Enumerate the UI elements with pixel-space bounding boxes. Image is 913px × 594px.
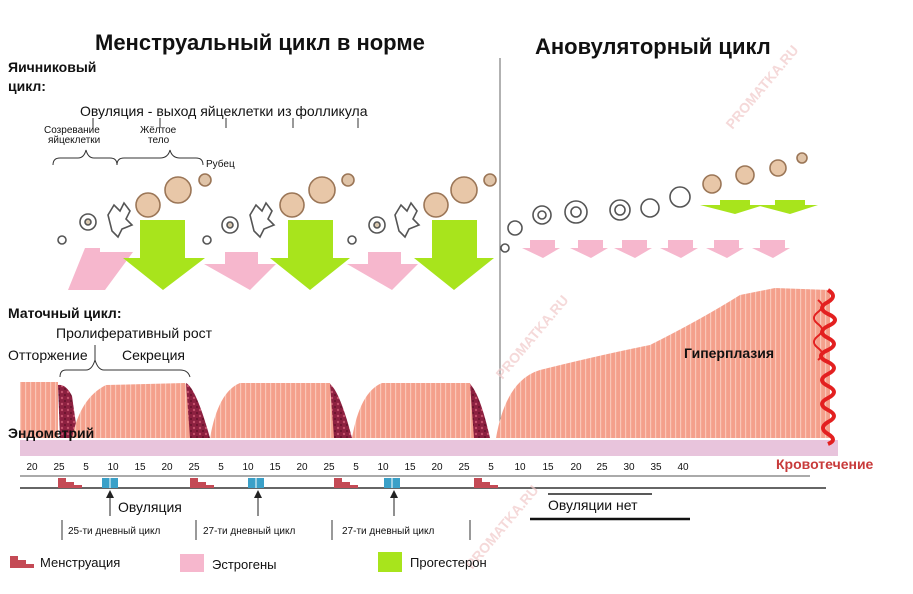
proliferative-label: Пролиферативный рост (56, 325, 213, 341)
title-normal-cycle: Менструальный цикл в норме (95, 30, 425, 55)
bleeding-squiggle (819, 288, 837, 446)
anovulatory-follicles (500, 152, 808, 253)
endometrium-normal (20, 382, 490, 438)
timeline-tick: 15 (542, 462, 554, 473)
timeline-tick: 15 (269, 462, 281, 473)
timeline-tick: 40 (677, 462, 689, 473)
timeline-tick: 25 (53, 462, 65, 473)
maturation-label-line1: Созревание (44, 125, 100, 136)
legend-menstruation-label: Менструация (40, 555, 121, 570)
timeline-tick: 5 (353, 462, 359, 473)
timeline-tick: 25 (188, 462, 200, 473)
bleeding-label: Кровотечение (776, 456, 874, 472)
timeline-tick: 35 (650, 462, 662, 473)
maturation-bracket (52, 149, 118, 166)
legend-estrogen-label: Эстрогены (212, 557, 277, 572)
menstruation-markers (58, 478, 498, 488)
timeline-tick: 25 (596, 462, 608, 473)
timeline-tick: 30 (623, 462, 635, 473)
secretion-label: Секреция (122, 347, 186, 363)
ovulation-markers (102, 478, 400, 516)
cycle-length-label: 25-ти дневный цикл (68, 526, 161, 537)
timeline-tick: 15 (404, 462, 416, 473)
timeline-tick: 5 (218, 462, 224, 473)
cycle-brackets (61, 520, 471, 540)
timeline-tick: 20 (296, 462, 308, 473)
timeline-tick: 25 (458, 462, 470, 473)
timeline-tick: 25 (323, 462, 335, 473)
hormone-arrows (68, 200, 818, 290)
timeline-tick: 10 (514, 462, 526, 473)
cycle-length-label: 27-ти дневный цикл (203, 526, 296, 537)
maturation-label-line2: яйцеклетки (48, 135, 101, 146)
legend-estrogen-swatch (180, 554, 204, 572)
timeline-tick: 10 (107, 462, 119, 473)
rejection-label: Отторжение (8, 347, 88, 363)
ovarian-follicles (57, 173, 497, 245)
ovarian-label-line1: Яичниковый (8, 59, 97, 75)
legend-menstruation-swatch (10, 556, 34, 568)
timeline-tick: 10 (377, 462, 389, 473)
timeline-tick: 15 (134, 462, 146, 473)
corpus-luteum-line2: тело (148, 135, 170, 146)
endometrium-hyperplasia (496, 288, 830, 438)
no-ovulation-label: Овуляции нет (548, 497, 638, 513)
timeline-tick: 20 (431, 462, 443, 473)
timeline-tick: 20 (570, 462, 582, 473)
ovarian-label-line2: цикл: (8, 78, 46, 94)
cycle-length-label: 27-ти дневный цикл (342, 526, 435, 537)
timeline-tick: 20 (161, 462, 173, 473)
timeline-tick: 5 (488, 462, 494, 473)
corpus-bracket (116, 149, 204, 166)
legend-progesterone-swatch (378, 552, 402, 572)
timeline-tick: 20 (26, 462, 38, 473)
timeline-tick: 5 (83, 462, 89, 473)
endometrium-label: Эндометрий (8, 425, 95, 441)
ovulation-ticks (92, 118, 359, 128)
scar-label: Рубец (206, 159, 235, 170)
legend-progesterone-label: Прогестерон (410, 555, 487, 570)
hyperplasia-label: Гиперплазия (684, 345, 775, 361)
basal-layer (20, 440, 838, 456)
uterine-label: Маточный цикл: (8, 305, 122, 321)
corpus-luteum-line1: Жёлтое (140, 125, 177, 136)
ovulation-label: Овуляция (118, 499, 182, 515)
ovulation-description: Овуляция - выход яйцеклетки из фолликула (80, 103, 368, 119)
timeline-tick: 10 (242, 462, 254, 473)
title-anovulatory-cycle: Ановуляторный цикл (535, 34, 771, 59)
